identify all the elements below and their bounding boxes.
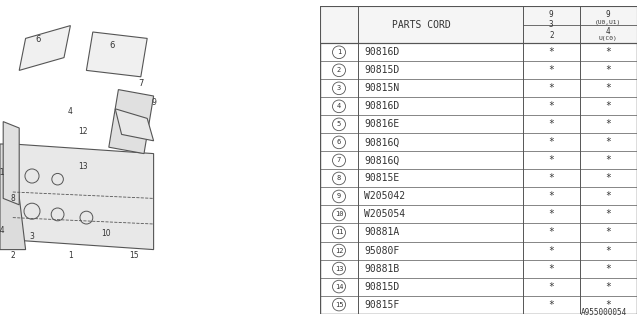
Text: *: * <box>548 228 554 237</box>
Text: 7: 7 <box>337 157 341 164</box>
Text: *: * <box>548 119 554 129</box>
Text: 90816Q: 90816Q <box>364 137 399 148</box>
Text: *: * <box>605 300 611 309</box>
Text: *: * <box>548 282 554 292</box>
Text: 1: 1 <box>68 252 73 260</box>
Text: *: * <box>548 83 554 93</box>
Text: PARTS CORD: PARTS CORD <box>392 20 451 30</box>
Text: 6: 6 <box>36 35 41 44</box>
Text: *: * <box>605 83 611 93</box>
Text: 5: 5 <box>337 121 341 127</box>
Text: *: * <box>548 101 554 111</box>
Text: *: * <box>548 264 554 274</box>
Text: 9: 9 <box>606 10 611 19</box>
Text: 90816E: 90816E <box>364 119 399 129</box>
Text: 8: 8 <box>337 175 341 181</box>
Text: *: * <box>548 47 554 57</box>
Text: 90816D: 90816D <box>364 101 399 111</box>
Polygon shape <box>13 144 154 250</box>
Text: (U0,U1): (U0,U1) <box>595 20 621 26</box>
Text: 4: 4 <box>68 108 73 116</box>
Text: 8: 8 <box>10 194 15 203</box>
Polygon shape <box>109 90 154 154</box>
Text: 7: 7 <box>138 79 143 88</box>
Text: 13: 13 <box>78 162 88 171</box>
Text: *: * <box>605 65 611 75</box>
Text: 4: 4 <box>606 27 611 36</box>
Text: 90816D: 90816D <box>364 47 399 57</box>
Text: 2: 2 <box>10 252 15 260</box>
Text: *: * <box>548 173 554 183</box>
Text: U(C0): U(C0) <box>599 36 618 41</box>
Text: 6: 6 <box>109 41 115 50</box>
Text: 11: 11 <box>0 168 4 177</box>
Text: *: * <box>605 245 611 256</box>
Text: 11: 11 <box>335 229 343 236</box>
Polygon shape <box>3 122 19 205</box>
Text: 9: 9 <box>337 194 341 199</box>
Text: *: * <box>605 228 611 237</box>
Text: 90881B: 90881B <box>364 264 399 274</box>
Polygon shape <box>86 32 147 77</box>
Text: *: * <box>605 282 611 292</box>
Text: *: * <box>548 191 554 202</box>
Text: *: * <box>605 173 611 183</box>
Text: *: * <box>605 210 611 220</box>
Text: *: * <box>548 65 554 75</box>
Text: *: * <box>548 300 554 309</box>
Text: *: * <box>605 101 611 111</box>
Text: 12: 12 <box>335 248 343 253</box>
Text: *: * <box>548 156 554 165</box>
Text: 90815D: 90815D <box>364 65 399 75</box>
Text: 3: 3 <box>549 20 554 29</box>
Text: 2: 2 <box>549 31 554 40</box>
Text: *: * <box>605 264 611 274</box>
Text: 90815E: 90815E <box>364 173 399 183</box>
Text: 90816Q: 90816Q <box>364 156 399 165</box>
Text: *: * <box>548 245 554 256</box>
Text: 95080F: 95080F <box>364 245 399 256</box>
Text: 3: 3 <box>29 232 35 241</box>
Text: 90815D: 90815D <box>364 282 399 292</box>
Text: 14: 14 <box>0 226 5 235</box>
Text: 90815N: 90815N <box>364 83 399 93</box>
Text: W205054: W205054 <box>364 210 406 220</box>
Text: 90881A: 90881A <box>364 228 399 237</box>
Text: 6: 6 <box>337 140 341 145</box>
Text: 90815F: 90815F <box>364 300 399 309</box>
Text: 2: 2 <box>337 67 341 73</box>
Text: *: * <box>605 156 611 165</box>
Text: 9: 9 <box>549 10 554 19</box>
Text: *: * <box>548 210 554 220</box>
Text: *: * <box>605 119 611 129</box>
Text: 10: 10 <box>335 212 343 218</box>
Polygon shape <box>115 109 154 141</box>
Text: 14: 14 <box>335 284 343 290</box>
Bar <box>320 6 637 43</box>
Text: 13: 13 <box>335 266 343 272</box>
Text: *: * <box>605 47 611 57</box>
Text: 10: 10 <box>100 229 111 238</box>
Text: *: * <box>605 137 611 148</box>
Text: 1: 1 <box>337 49 341 55</box>
Text: 15: 15 <box>129 252 140 260</box>
Text: 3: 3 <box>337 85 341 91</box>
Text: *: * <box>548 137 554 148</box>
Text: W205042: W205042 <box>364 191 406 202</box>
Text: 4: 4 <box>337 103 341 109</box>
Polygon shape <box>0 144 26 250</box>
Text: 12: 12 <box>79 127 88 136</box>
Text: A955000054: A955000054 <box>581 308 627 317</box>
Text: *: * <box>605 191 611 202</box>
Text: 15: 15 <box>335 301 343 308</box>
Polygon shape <box>19 26 70 70</box>
Text: 9: 9 <box>151 98 156 107</box>
